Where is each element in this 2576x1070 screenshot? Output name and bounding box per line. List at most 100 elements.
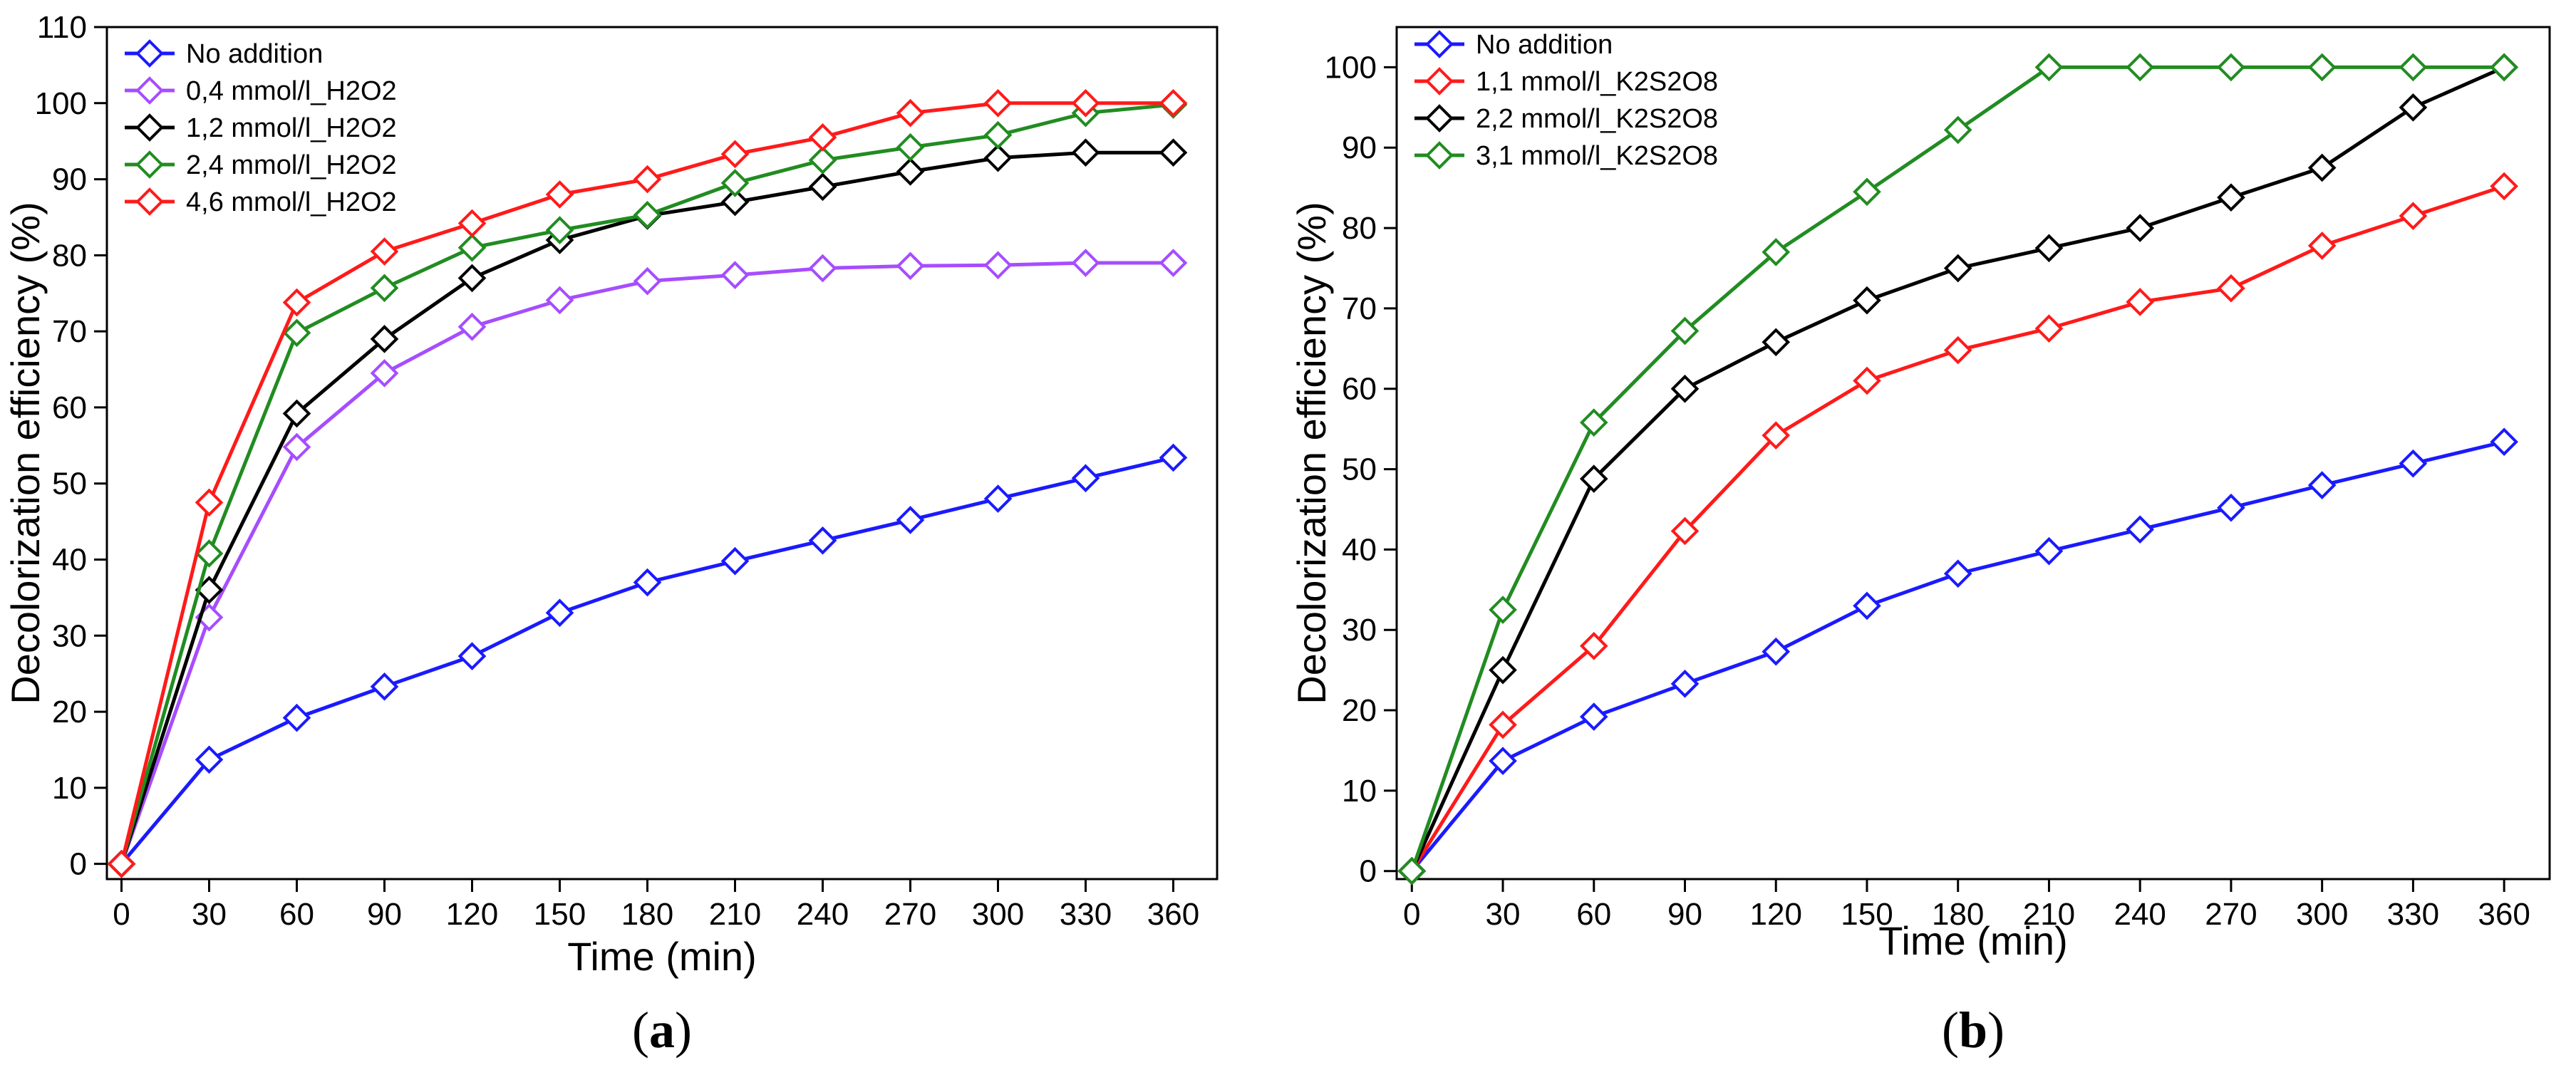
data-point (896, 133, 925, 162)
y-tick-label: 50 (52, 467, 87, 502)
chart-panel-a: 0 30 60 90 120 150 180 210 240 270 300 330 360 0 10 20 3… (3, 10, 1219, 1059)
y-tick-label: 30 (1342, 613, 1377, 648)
y-tick-label: 50 (1342, 452, 1377, 487)
data-point (1071, 464, 1100, 493)
data-point (1943, 254, 1972, 283)
data-point (633, 266, 662, 296)
x-axis-label: Time (min) (567, 934, 756, 979)
data-point (808, 172, 837, 202)
panel-label-close: ) (675, 1002, 692, 1059)
x-tick-label: 150 (1841, 897, 1893, 932)
data-point (808, 526, 837, 555)
panel-label-letter: b (1959, 1002, 1987, 1059)
panel-label-close: ) (1987, 1002, 2005, 1059)
data-point (370, 672, 399, 701)
y-tick-label: 30 (52, 618, 87, 653)
y-tick-label: 60 (52, 390, 87, 425)
y-tick-label: 20 (1342, 693, 1377, 728)
legend-label: 1,1 mmol/l_K2S2O8 (1476, 67, 1718, 97)
data-point (983, 484, 1013, 513)
data-point (457, 642, 487, 670)
data-point (1489, 655, 1517, 685)
data-point (1853, 177, 1881, 207)
series-2 (1397, 53, 2518, 885)
data-point (1579, 702, 1608, 731)
x-tick-label: 240 (797, 897, 849, 932)
data-point (282, 432, 311, 462)
y-tick-label: 0 (70, 847, 87, 882)
data-point (633, 568, 662, 597)
data-point (1762, 421, 1791, 450)
data-point (107, 849, 136, 878)
legend-marker (135, 76, 164, 105)
data-point (2217, 183, 2245, 212)
data-point (1943, 115, 1972, 145)
data-point (1762, 238, 1791, 266)
x-tick-label: 360 (2478, 897, 2530, 932)
data-point (983, 251, 1013, 280)
data-point (195, 539, 224, 568)
data-point (1579, 464, 1608, 493)
data-point (2399, 202, 2428, 230)
data-point (1489, 747, 1517, 775)
data-point (2307, 153, 2337, 182)
y-tick-label: 10 (52, 771, 87, 806)
y-axis-label: Decolorization efficiency (%) (1289, 202, 1334, 704)
y-tick-label: 40 (1342, 532, 1377, 567)
data-point (545, 286, 574, 315)
data-point (896, 98, 925, 128)
x-tick-label: 0 (113, 897, 130, 932)
data-point (1071, 249, 1100, 277)
data-point (2126, 515, 2155, 544)
legend-marker (1425, 30, 1454, 58)
data-point (457, 264, 487, 293)
series-4 (107, 88, 1188, 878)
series-2 (107, 138, 1188, 878)
data-point (2307, 53, 2337, 82)
data-point (2126, 214, 2155, 242)
x-tick-label: 210 (709, 897, 761, 932)
y-tick-label: 40 (52, 543, 87, 578)
y-tick-label: 0 (1360, 854, 1377, 889)
data-point (282, 318, 311, 348)
data-point (720, 187, 750, 217)
data-point (370, 359, 399, 388)
data-point (1489, 710, 1517, 739)
data-point (457, 233, 487, 262)
x-tick-label: 270 (2205, 897, 2257, 932)
data-point (1762, 328, 1791, 357)
data-point (1853, 591, 1881, 620)
series-line (120, 455, 1174, 866)
y-tick-label: 90 (52, 162, 87, 197)
legend-marker (1425, 104, 1454, 133)
x-tick-label: 150 (534, 897, 586, 932)
data-point (2217, 274, 2245, 303)
data-point (1159, 88, 1188, 118)
legend-label: 2,2 mmol/l_K2S2O8 (1476, 104, 1718, 134)
x-tick-label: 90 (1667, 897, 1702, 932)
data-point (720, 261, 750, 289)
series-line (1409, 65, 2505, 872)
legend-label: No addition (186, 39, 323, 69)
x-tick-label: 300 (2296, 897, 2348, 932)
data-point (2490, 53, 2518, 82)
y-tick-label: 20 (52, 695, 87, 729)
data-point (370, 237, 399, 266)
legend-marker (135, 187, 164, 216)
data-point (1853, 366, 1881, 395)
data-point (457, 312, 487, 341)
x-tick-label: 60 (1576, 897, 1611, 932)
legend-label: 3,1 mmol/l_K2S2O8 (1476, 141, 1718, 171)
x-tick-label: 180 (1932, 897, 1984, 932)
data-point (896, 506, 925, 534)
data-point (2307, 471, 2337, 499)
legend: No addition 0,4 mmol/l_H2O2 1,2 mmol/l_H2O… (125, 39, 397, 217)
legend-label: No addition (1476, 30, 1613, 60)
plot-frame (1395, 26, 2551, 881)
data-point (457, 209, 487, 238)
x-tick-label: 360 (1147, 897, 1199, 932)
legend-label: 1,2 mmol/l_H2O2 (186, 113, 397, 143)
x-tick-label: 300 (972, 897, 1024, 932)
data-point (1670, 669, 1700, 698)
data-point (633, 200, 662, 229)
